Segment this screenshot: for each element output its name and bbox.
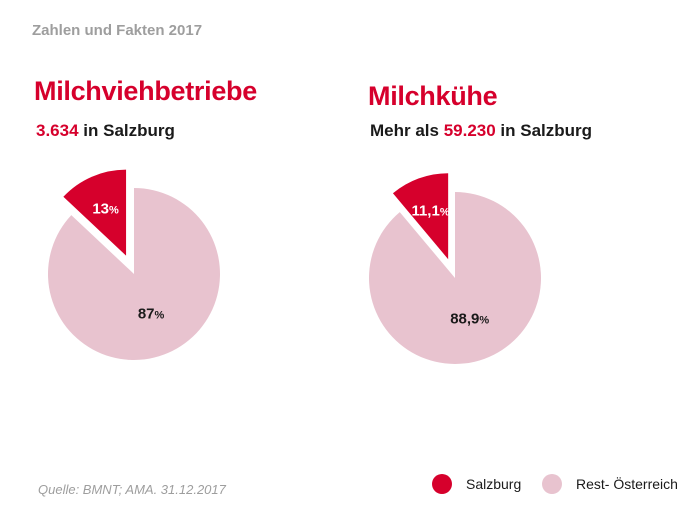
legend-swatch-rest xyxy=(542,474,562,494)
pie2-slice-rest xyxy=(369,192,541,364)
chart2-subtitle-value: 59.230 xyxy=(443,121,496,140)
legend-item-salzburg: Salzburg xyxy=(432,474,521,494)
chart2-pie: 11,1% 88,9% xyxy=(369,173,541,364)
chart2-subtitle: Mehr als 59.230 in Salzburg xyxy=(370,121,592,141)
pie1-label-salzburg: 13% xyxy=(92,200,119,217)
pie1-slice-rest xyxy=(47,188,221,360)
pie2-slice-salzburg xyxy=(392,173,449,260)
pie2-label-salzburg: 11,1% xyxy=(411,203,449,220)
chart2-subtitle-suffix: in Salzburg xyxy=(495,121,593,140)
legend-item-rest: Rest- Österreich xyxy=(542,474,678,494)
chart1-subtitle-value: 3.634 xyxy=(36,121,79,140)
pie2-label-rest: 88,9% xyxy=(450,310,489,327)
pie1-slice-salzburg xyxy=(63,169,127,256)
legend-label-salzburg: Salzburg xyxy=(466,476,522,492)
legend-swatch-salzburg xyxy=(432,474,452,494)
chart2-subtitle-prefix: Mehr als xyxy=(370,121,444,140)
chart1-pie: 13% 87% xyxy=(47,169,221,360)
header-label: Zahlen und Fakten 2017 xyxy=(32,22,203,39)
source-note: Quelle: BMNT; AMA. 31.12.2017 xyxy=(38,482,226,497)
chart1-subtitle: 3.634 in Salzburg xyxy=(36,121,175,141)
chart1-title: Milchviehbetriebe xyxy=(34,76,257,106)
chart1-subtitle-suffix: in Salzburg xyxy=(78,121,175,140)
pie1-label-rest: 87% xyxy=(138,305,165,322)
chart2-title: Milchkühe xyxy=(368,81,498,111)
legend-label-rest: Rest- Österreich xyxy=(576,476,678,492)
